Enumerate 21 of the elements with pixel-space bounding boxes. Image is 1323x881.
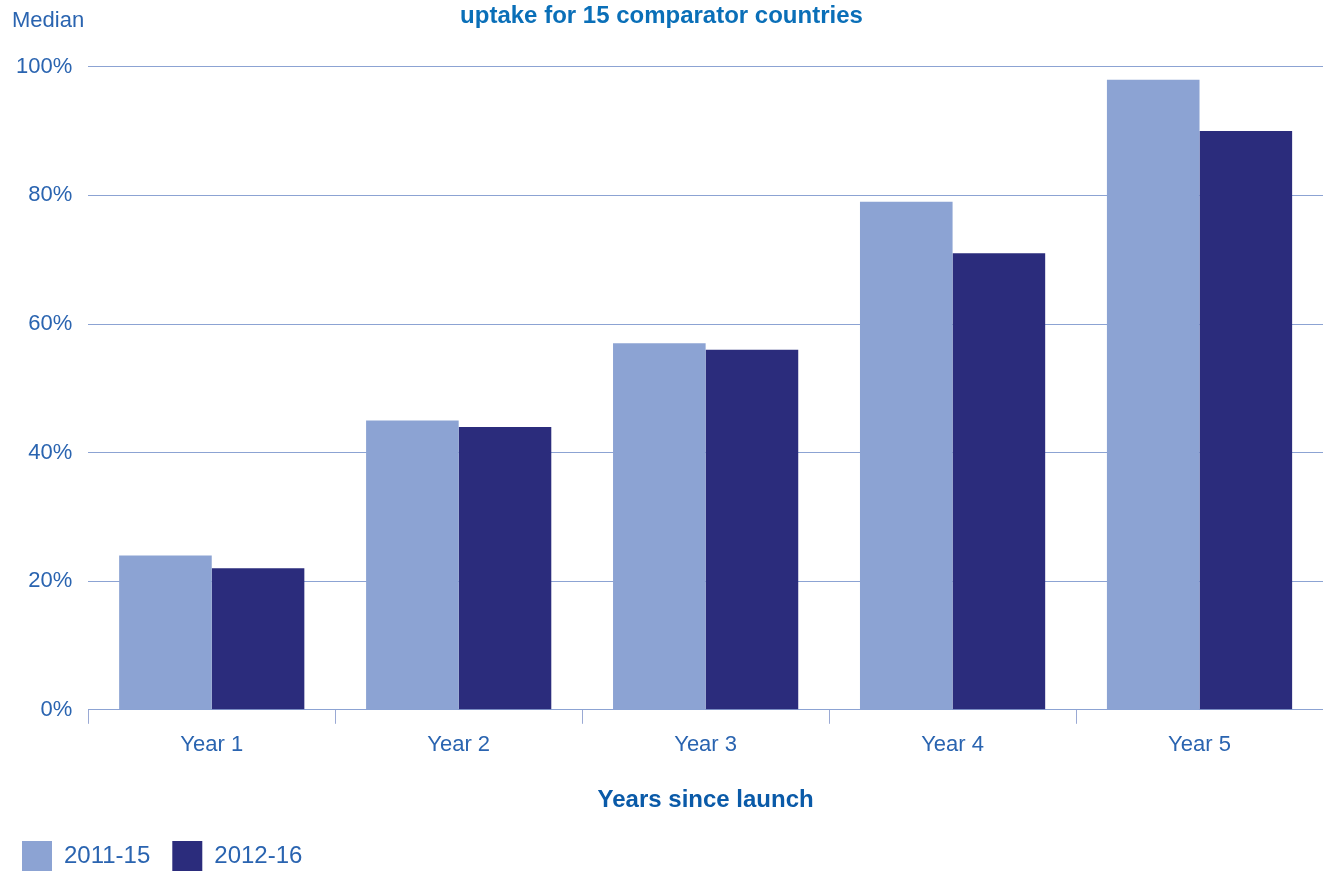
y-axis-title: Median xyxy=(12,7,85,33)
bar xyxy=(952,253,1046,710)
y-tick-label: 0% xyxy=(40,695,73,721)
legend-label: 2011-15 xyxy=(64,840,151,868)
x-tick-label: Year 4 xyxy=(921,731,984,757)
legend-label: 2012-16 xyxy=(214,840,303,868)
y-tick-label: 40% xyxy=(28,438,73,464)
x-tick-label: Year 2 xyxy=(427,731,491,757)
y-tick-label: 80% xyxy=(28,181,73,207)
chart-title: uptake for 15 comparator countries xyxy=(460,1,863,29)
x-tick-label: Year 5 xyxy=(1168,731,1231,757)
x-axis-title: Years since launch xyxy=(597,785,814,813)
bar xyxy=(705,349,799,710)
bar xyxy=(458,426,552,710)
y-tick-label: 100% xyxy=(15,52,73,78)
bar xyxy=(211,568,305,710)
y-tick-label: 60% xyxy=(28,310,73,336)
bar xyxy=(1199,131,1293,710)
x-tick-label: Year 1 xyxy=(180,731,244,757)
y-tick-label: 20% xyxy=(28,567,73,593)
x-tick-label: Year 3 xyxy=(674,731,738,757)
